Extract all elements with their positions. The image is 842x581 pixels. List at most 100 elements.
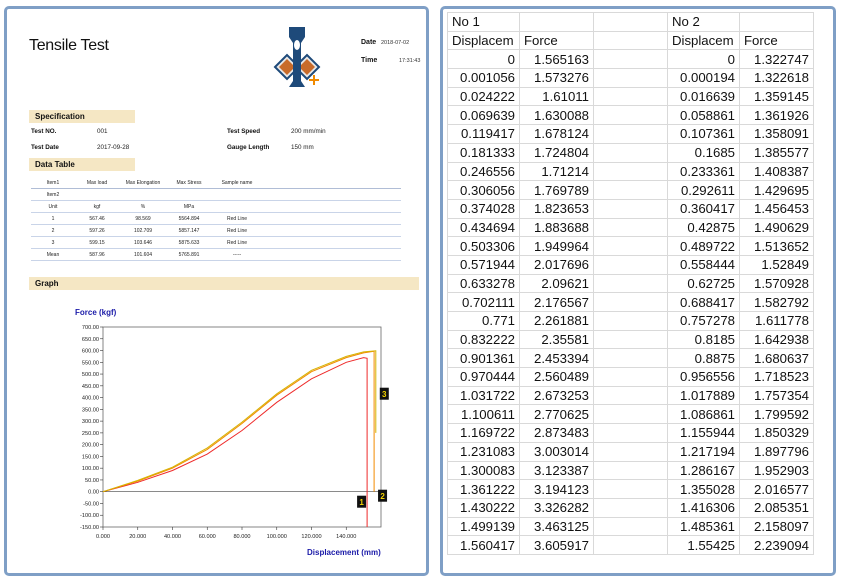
spreadsheet-cell[interactable] <box>593 68 668 88</box>
spreadsheet-cell[interactable]: 0.970444 <box>447 367 520 387</box>
spreadsheet-cell[interactable]: 0.757278 <box>667 311 740 331</box>
spreadsheet-cell[interactable] <box>519 12 594 32</box>
spreadsheet-cell[interactable]: 1.560417 <box>447 535 520 555</box>
spreadsheet-cell[interactable]: 1.286167 <box>667 460 740 481</box>
spreadsheet-cell[interactable]: 0.374028 <box>447 198 520 219</box>
spreadsheet-cell[interactable] <box>593 311 668 331</box>
spreadsheet-cell[interactable]: 1.769789 <box>519 180 594 200</box>
spreadsheet-cell[interactable]: 0.702111 <box>447 292 520 312</box>
spreadsheet-cell[interactable]: 1.300083 <box>447 460 520 481</box>
spreadsheet-cell[interactable] <box>593 479 668 499</box>
spreadsheet-cell[interactable]: 2.017696 <box>519 254 594 275</box>
spreadsheet-cell[interactable]: 3.463125 <box>519 516 594 537</box>
spreadsheet-cell[interactable]: 2.239094 <box>739 535 814 555</box>
spreadsheet-cell[interactable]: 1.642938 <box>739 329 814 350</box>
spreadsheet-cell[interactable]: 2.35581 <box>519 329 594 350</box>
spreadsheet-cell[interactable]: 1.61011 <box>519 86 594 107</box>
spreadsheet-cell[interactable]: 0.181333 <box>447 142 520 163</box>
spreadsheet-cell[interactable]: 1.358091 <box>739 124 814 144</box>
spreadsheet-cell[interactable]: 0.058861 <box>667 105 740 126</box>
spreadsheet-cell[interactable]: 2.158097 <box>739 516 814 537</box>
spreadsheet-cell[interactable] <box>593 423 668 443</box>
spreadsheet-cell[interactable]: 0.42875 <box>667 217 740 238</box>
spreadsheet-cell[interactable]: 1.385577 <box>739 142 814 163</box>
spreadsheet-cell[interactable]: 3.003014 <box>519 441 594 462</box>
spreadsheet-cell[interactable]: 0.001056 <box>447 68 520 88</box>
spreadsheet-cell[interactable] <box>593 497 668 518</box>
spreadsheet-cell[interactable]: 1.416306 <box>667 497 740 518</box>
spreadsheet-cell[interactable]: 1.513652 <box>739 236 814 256</box>
spreadsheet-cell[interactable]: 1.630088 <box>519 105 594 126</box>
spreadsheet-cell[interactable]: 1.52849 <box>739 254 814 275</box>
spreadsheet-cell[interactable]: 0.119417 <box>447 124 520 144</box>
spreadsheet-cell[interactable] <box>593 516 668 537</box>
spreadsheet-cell[interactable]: 0.233361 <box>667 161 740 182</box>
spreadsheet-cell[interactable]: 0.8875 <box>667 348 740 369</box>
spreadsheet-cell[interactable]: 1.949964 <box>519 236 594 256</box>
spreadsheet-cell[interactable]: 1.031722 <box>447 385 520 406</box>
spreadsheet-cell[interactable]: 1.565163 <box>519 49 594 70</box>
spreadsheet-cell[interactable] <box>593 12 668 32</box>
spreadsheet-cell[interactable] <box>593 180 668 200</box>
spreadsheet-cell[interactable]: 1.952903 <box>739 460 814 481</box>
spreadsheet-cell[interactable]: 1.883688 <box>519 217 594 238</box>
spreadsheet-cell[interactable] <box>593 49 668 70</box>
spreadsheet-cell[interactable]: 1.570928 <box>739 273 814 294</box>
spreadsheet-cell[interactable]: 1.429695 <box>739 180 814 200</box>
spreadsheet-cell[interactable]: 1.757354 <box>739 385 814 406</box>
spreadsheet-cell[interactable]: 0.107361 <box>667 124 740 144</box>
spreadsheet-cell[interactable]: 1.718523 <box>739 367 814 387</box>
spreadsheet-cell[interactable]: 2.673253 <box>519 385 594 406</box>
spreadsheet-cell[interactable] <box>593 142 668 163</box>
spreadsheet-cell[interactable]: 0.771 <box>447 311 520 331</box>
spreadsheet-cell[interactable] <box>593 367 668 387</box>
spreadsheet-cell[interactable]: 1.499139 <box>447 516 520 537</box>
spreadsheet-cell[interactable] <box>593 124 668 144</box>
spreadsheet-cell[interactable]: 0.000194 <box>667 68 740 88</box>
spreadsheet-cell[interactable]: 1.169722 <box>447 423 520 443</box>
spreadsheet-cell[interactable] <box>593 292 668 312</box>
spreadsheet-cell[interactable] <box>593 105 668 126</box>
spreadsheet-cell[interactable]: 1.724804 <box>519 142 594 163</box>
spreadsheet-cell[interactable] <box>593 217 668 238</box>
spreadsheet-cell[interactable]: 1.485361 <box>667 516 740 537</box>
spreadsheet-cell[interactable]: 1.155944 <box>667 423 740 443</box>
spreadsheet-cell[interactable]: 0.688417 <box>667 292 740 312</box>
spreadsheet-cell[interactable]: 0.360417 <box>667 198 740 219</box>
spreadsheet-cell[interactable] <box>593 348 668 369</box>
spreadsheet-cell[interactable]: No 1 <box>447 12 520 32</box>
spreadsheet-cell[interactable]: 1.490629 <box>739 217 814 238</box>
spreadsheet-cell[interactable]: No 2 <box>667 12 740 32</box>
spreadsheet-cell[interactable]: 1.823653 <box>519 198 594 219</box>
spreadsheet-cell[interactable]: 3.605917 <box>519 535 594 555</box>
spreadsheet-cell[interactable]: Displacem <box>447 30 520 51</box>
spreadsheet-cell[interactable] <box>593 329 668 350</box>
spreadsheet-cell[interactable]: 1.359145 <box>739 86 814 107</box>
spreadsheet-cell[interactable] <box>593 441 668 462</box>
spreadsheet-cell[interactable]: 1.355028 <box>667 479 740 499</box>
spreadsheet-cell[interactable]: 0.832222 <box>447 329 520 350</box>
spreadsheet-cell[interactable]: 2.453394 <box>519 348 594 369</box>
spreadsheet-cell[interactable]: Force <box>739 30 814 51</box>
spreadsheet-cell[interactable]: 0.956556 <box>667 367 740 387</box>
spreadsheet-cell[interactable] <box>593 404 668 425</box>
spreadsheet-cell[interactable]: 1.322747 <box>739 49 814 70</box>
spreadsheet-cell[interactable]: 1.850329 <box>739 423 814 443</box>
spreadsheet-cell[interactable]: 0.1685 <box>667 142 740 163</box>
spreadsheet-cell[interactable]: 0.633278 <box>447 273 520 294</box>
spreadsheet-cell[interactable]: 0.62725 <box>667 273 740 294</box>
spreadsheet-cell[interactable]: 1.322618 <box>739 68 814 88</box>
spreadsheet-cell[interactable]: 1.231083 <box>447 441 520 462</box>
spreadsheet-cell[interactable]: 0 <box>667 49 740 70</box>
spreadsheet-cell[interactable]: 2.560489 <box>519 367 594 387</box>
spreadsheet-cell[interactable]: 0.246556 <box>447 161 520 182</box>
spreadsheet-cell[interactable]: 2.085351 <box>739 497 814 518</box>
spreadsheet-cell[interactable]: 2.261881 <box>519 311 594 331</box>
spreadsheet-cell[interactable] <box>593 254 668 275</box>
spreadsheet-cell[interactable]: 0.503306 <box>447 236 520 256</box>
spreadsheet-cell[interactable]: 1.408387 <box>739 161 814 182</box>
spreadsheet-cell[interactable]: 0.069639 <box>447 105 520 126</box>
spreadsheet-cell[interactable]: 0.016639 <box>667 86 740 107</box>
spreadsheet-cell[interactable] <box>593 385 668 406</box>
spreadsheet-cell[interactable]: 0.434694 <box>447 217 520 238</box>
